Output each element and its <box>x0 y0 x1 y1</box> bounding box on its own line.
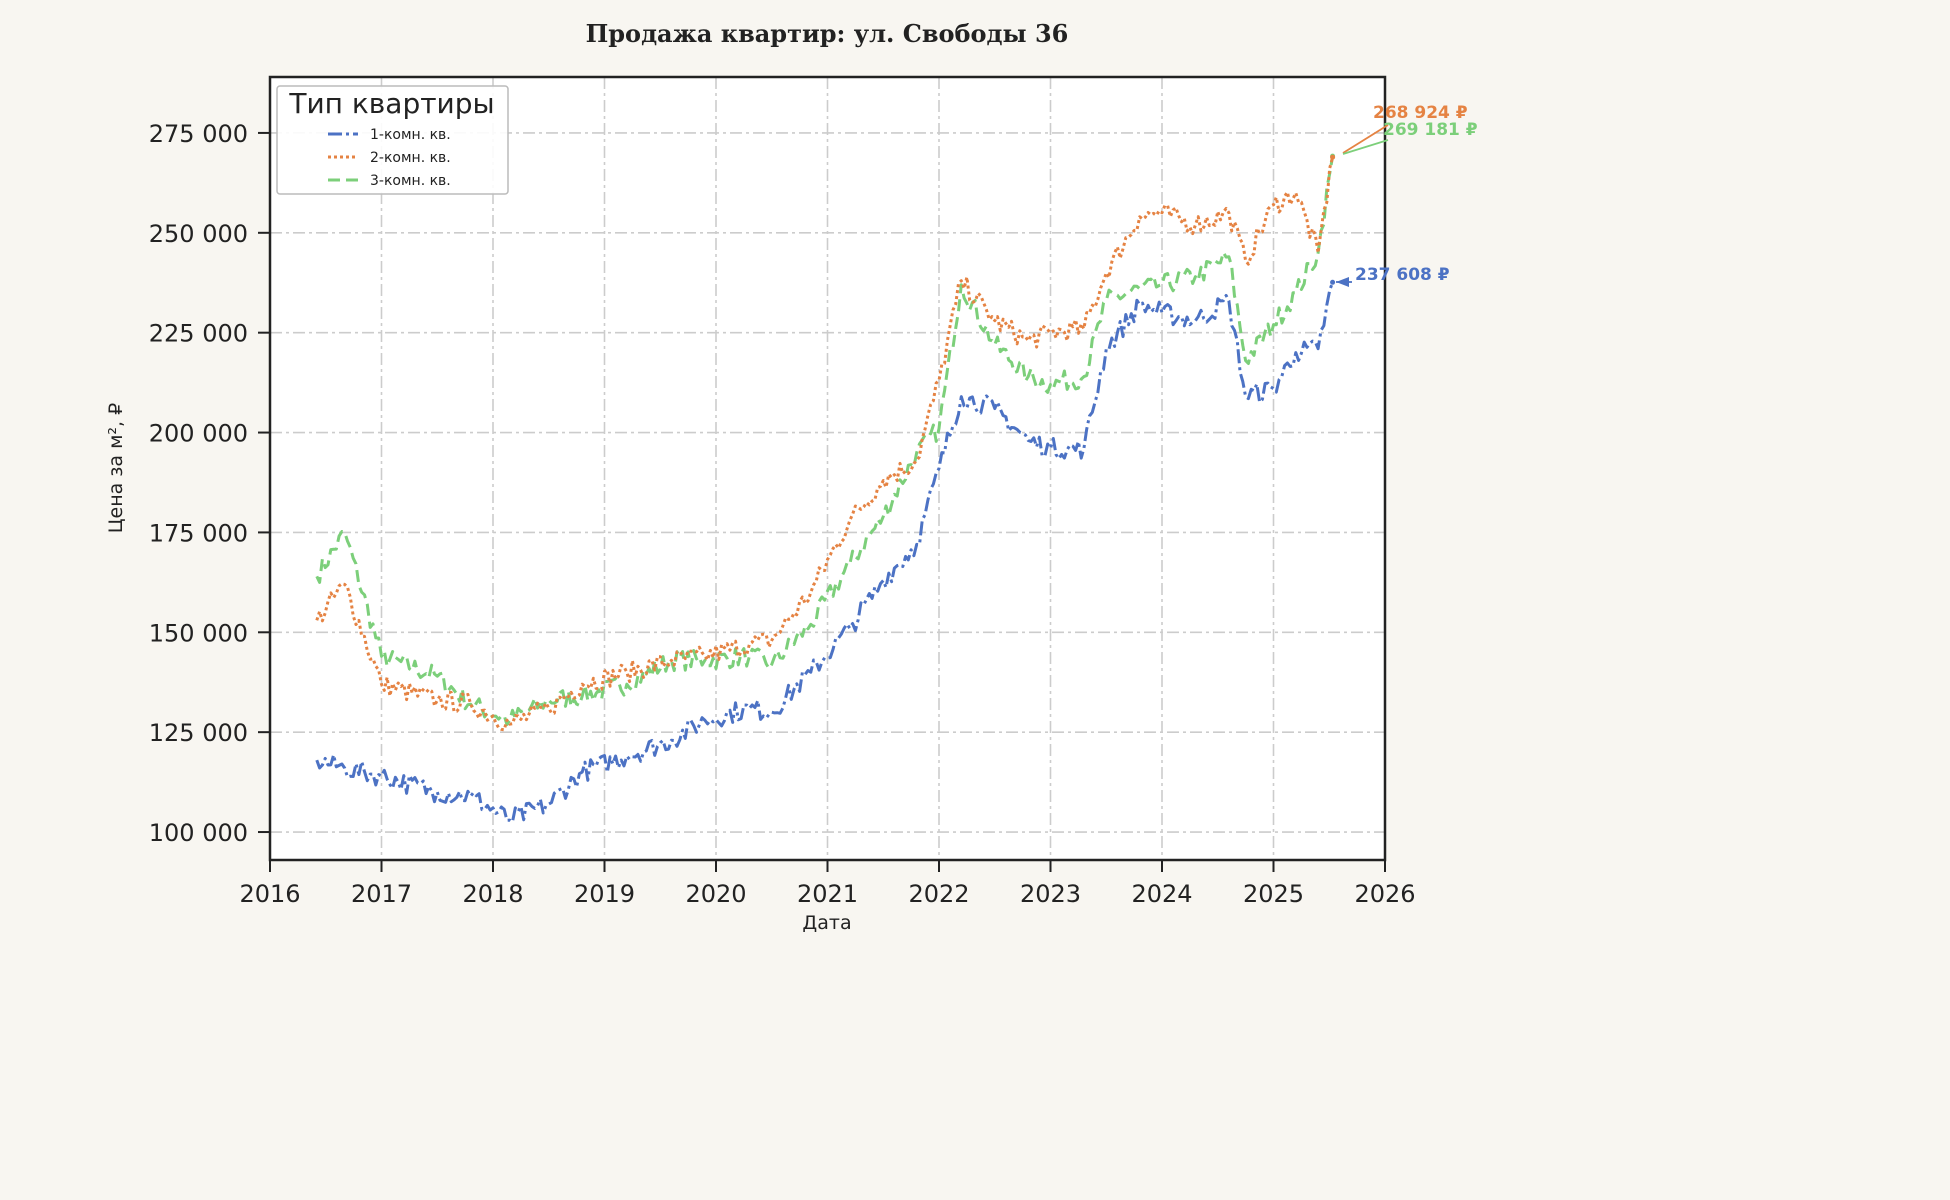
y-tick-label: 175 000 <box>149 519 248 547</box>
y-tick-label: 200 000 <box>149 420 248 448</box>
y-tick-label: 225 000 <box>149 320 248 348</box>
x-tick-label: 2018 <box>462 880 523 908</box>
series-layer <box>315 153 1336 824</box>
y-tick-label: 100 000 <box>149 819 248 847</box>
legend-label-1-room: 1-комн. кв. <box>370 127 451 143</box>
y-tick-label: 150 000 <box>149 619 248 647</box>
x-tick-label: 2023 <box>1020 880 1081 908</box>
annotation-arrow-3-room <box>1342 139 1389 155</box>
x-axis: 2016 2017 2018 2019 2020 2021 2022 2023 2024 2025… <box>239 860 1416 908</box>
y-tick-label: 250 000 <box>149 220 248 248</box>
y-tick-label: 125 000 <box>149 719 248 747</box>
y-tick-label: 275 000 <box>149 120 248 148</box>
chart-title: Продажа квартир: ул. Свободы 36 <box>586 19 1069 48</box>
legend-title: Тип квартиры <box>288 87 494 120</box>
y-axis-label: Цена за м², ₽ <box>105 403 127 533</box>
legend-box <box>276 85 509 195</box>
annotation-arrowhead-1-room <box>1336 277 1349 287</box>
y-axis: 100 000 125 000 150 000 175 000 200 000 225 0… <box>149 120 270 847</box>
line-chart: Продажа квартир: ул. Свободы 36 100 0001… <box>105 19 1478 934</box>
legend-label-2-room: 2-комн. кв. <box>370 150 451 166</box>
x-tick-label: 2025 <box>1243 880 1304 908</box>
annotation-2-room-last-value: 268 924 ₽ <box>1373 103 1468 123</box>
x-tick-label: 2020 <box>685 880 746 908</box>
legend-label-3-room: 3-комн. кв. <box>370 173 451 189</box>
annotation-1-room-last-value: 237 608 ₽ <box>1355 265 1450 285</box>
x-axis-label: Дата <box>802 912 851 934</box>
end-annotations: 268 924 ₽ 269 181 ₽ 237 608 ₽ <box>1336 103 1478 287</box>
series-last-point <box>1330 279 1336 285</box>
x-tick-label: 2021 <box>797 880 858 908</box>
annotation-3-room-last-value: 269 181 ₽ <box>1383 120 1478 140</box>
series-line-1 <box>315 281 1335 824</box>
x-tick-label: 2016 <box>239 880 300 908</box>
series-line-2 <box>315 156 1335 732</box>
series-last-point <box>1330 154 1336 160</box>
x-tick-label: 2024 <box>1131 880 1192 908</box>
x-tick-label: 2017 <box>351 880 412 908</box>
x-tick-label: 2022 <box>908 880 969 908</box>
x-tick-label: 2026 <box>1354 880 1415 908</box>
annotation-arrow-2-room <box>1342 124 1389 154</box>
x-tick-label: 2019 <box>574 880 635 908</box>
legend: Тип квартиры 1-комн. кв. 2-комн. кв. 3-к… <box>276 85 509 195</box>
